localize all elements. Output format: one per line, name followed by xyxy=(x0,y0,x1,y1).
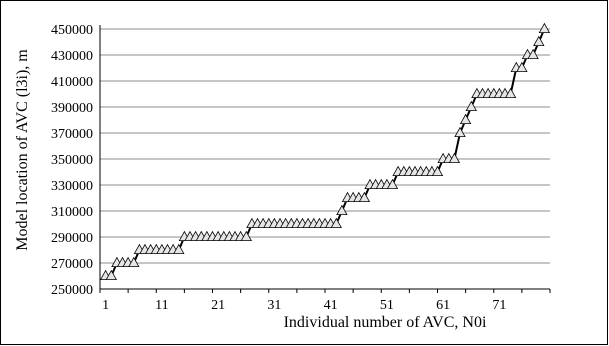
data-point-marker xyxy=(516,61,528,72)
data-point-marker xyxy=(330,217,342,229)
data-point-marker xyxy=(128,256,140,268)
data-point-marker xyxy=(527,48,539,59)
series-polyline xyxy=(105,28,546,277)
series-line xyxy=(105,28,546,277)
data-point-marker xyxy=(454,126,466,138)
axes xyxy=(99,25,551,293)
data-point-marker xyxy=(459,113,472,124)
y-tick-label: 250000 xyxy=(51,283,93,298)
y-tick-label: 270000 xyxy=(51,257,93,272)
data-point-marker xyxy=(538,22,551,33)
x-axis-label: Individual number of AVC, N0i xyxy=(284,314,487,331)
data-point-marker xyxy=(336,204,348,216)
x-tick-label: 11 xyxy=(155,298,168,313)
data-point-marker xyxy=(173,243,185,255)
x-tick-label: 71 xyxy=(492,298,506,313)
data-point-marker xyxy=(105,269,117,281)
y-tick-label: 290000 xyxy=(51,231,93,246)
data-point-marker xyxy=(533,35,545,46)
data-point-marker xyxy=(465,100,477,111)
y-tick-label: 450000 xyxy=(51,23,93,38)
y-tick-label: 310000 xyxy=(51,205,93,220)
x-tick-label: 21 xyxy=(211,298,225,313)
y-tick-label: 430000 xyxy=(51,49,93,64)
y-tick-label: 390000 xyxy=(51,101,93,116)
series-markers xyxy=(99,22,551,281)
data-point-marker xyxy=(431,165,444,177)
x-tick-label: 61 xyxy=(436,298,450,313)
x-tick-labels: 1 11 21 31 41 51 61 71 xyxy=(102,298,506,313)
data-point-marker xyxy=(358,191,371,203)
data-point-marker xyxy=(240,230,252,242)
y-tick-label: 370000 xyxy=(51,127,93,142)
data-point-marker xyxy=(448,152,461,164)
x-tick-label: 51 xyxy=(380,298,394,313)
data-point-marker xyxy=(386,178,399,190)
y-tick-labels: 250000 270000 290000 310000 330000 350000 3700… xyxy=(51,23,93,298)
gridlines xyxy=(100,28,550,264)
y-tick-label: 410000 xyxy=(51,75,93,90)
x-tick-label: 1 xyxy=(102,298,109,313)
x-tick-label: 31 xyxy=(267,298,281,313)
data-point-marker xyxy=(504,87,517,98)
y-tick-label: 350000 xyxy=(51,153,93,168)
y-tick-label: 330000 xyxy=(51,179,93,194)
x-tick-label: 41 xyxy=(324,298,338,313)
y-axis-label: Model location of AVC (l3i), m xyxy=(14,49,31,251)
